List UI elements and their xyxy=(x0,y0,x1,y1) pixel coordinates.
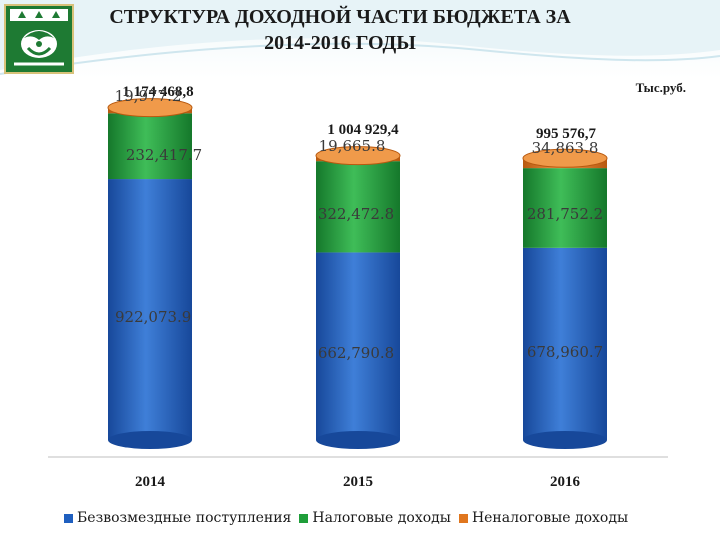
legend-item-nenalogovye: Неналоговые доходы xyxy=(458,510,629,526)
legend-item-nalogovye: Налоговые доходы xyxy=(299,510,451,526)
data-label-bezvozmezdnye-2014: 922,073.9 xyxy=(115,308,191,326)
bar-cap-2014 xyxy=(107,98,193,118)
legend-label-nalogovye: Налоговые доходы xyxy=(312,510,451,526)
chart-legend: Безвозмездные поступления Налоговые доход… xyxy=(64,510,704,526)
total-label-2014: 1 174 468,8 xyxy=(122,84,193,100)
bar-segment-nalogovye-2015 xyxy=(316,161,400,253)
legend-swatch-nalogovye xyxy=(299,513,309,523)
data-label-nalogovye-2014: 232,417.7 xyxy=(126,146,202,164)
bar-segment-bezvozmezdnye-2014 xyxy=(108,179,192,440)
data-label-nenalogovye-2015: 19,665.8 xyxy=(319,137,386,155)
data-label-nalogovye-2015: 322,472.8 xyxy=(318,205,394,223)
legend-label-bezvozmezdnye: Безвозмездные поступления xyxy=(77,510,292,526)
stacked-bar-chart: 2014 1 174 468,8 2015 1 004 929,4 2016 995 57… xyxy=(48,84,668,490)
data-label-nalogovye-2016: 281,752.2 xyxy=(527,205,603,223)
bar-cap-2015 xyxy=(315,146,401,166)
bar-segment-nalogovye-2016 xyxy=(523,168,607,248)
data-label-nenalogovye-2016: 34,863.8 xyxy=(532,139,599,157)
bar-segment-bezvozmezdnye-2015 xyxy=(316,252,400,440)
bar-base-2014 xyxy=(108,431,192,449)
title-line-1: СТРУКТУРА ДОХОДНОЙ ЧАСТИ БЮДЖЕТА ЗА xyxy=(109,6,571,28)
bar-base-2015 xyxy=(316,431,400,449)
legend-swatch-bezvozmezdnye xyxy=(64,513,73,523)
bar-segment-bezvozmezdnye-2016 xyxy=(523,247,607,440)
total-label-2015: 1 004 929,4 xyxy=(327,122,399,138)
legend-item-bezvozmezdnye: Безвозмездные поступления xyxy=(64,510,291,526)
data-label-nenalogovye-2014: 19,977.2 xyxy=(115,87,182,105)
bar-base-2016 xyxy=(523,431,607,449)
total-label-2016: 995 576,7 xyxy=(536,126,597,142)
data-label-bezvozmezdnye-2015: 662,790.8 xyxy=(318,344,394,362)
data-label-bezvozmezdnye-2016: 678,960.7 xyxy=(527,343,603,361)
title-line-2: 2014-2016 ГОДЫ xyxy=(264,32,416,54)
x-tick-label-2014: 2014 xyxy=(135,474,166,490)
bar-segment-nalogovye-2014 xyxy=(108,113,192,180)
x-tick-label-2015: 2015 xyxy=(343,474,373,490)
legend-label-nenalogovye: Неналоговые доходы xyxy=(471,510,629,526)
x-tick-label-2016: 2016 xyxy=(550,474,581,490)
coat-of-arms-emblem xyxy=(4,4,74,74)
unit-label: Тыс.руб. xyxy=(635,80,686,95)
page-title: СТРУКТУРА ДОХОДНОЙ ЧАСТИ БЮДЖЕТА ЗА 2014… xyxy=(80,4,600,56)
bar-cap-2016 xyxy=(522,148,608,168)
header-swoosh xyxy=(0,0,720,75)
legend-swatch-nenalogovye xyxy=(458,513,468,523)
